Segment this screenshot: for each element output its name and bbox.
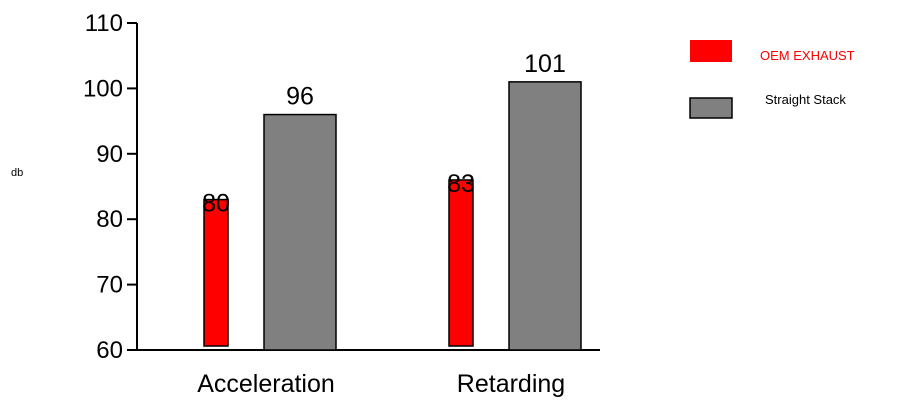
y-tick-label: 100 xyxy=(83,75,123,102)
data-label: 101 xyxy=(524,50,566,78)
legend-swatch xyxy=(690,40,732,62)
bar xyxy=(448,179,474,347)
legend: OEM EXHAUST Straight Stack xyxy=(689,40,855,119)
legend-label: OEM EXHAUST xyxy=(760,48,855,63)
bar xyxy=(508,81,582,351)
bar xyxy=(203,198,229,347)
legend-label: Straight Stack xyxy=(765,92,846,107)
data-label: 80 xyxy=(202,190,230,218)
legend-swatch xyxy=(689,97,733,119)
y-tick-label: 90 xyxy=(96,141,123,168)
y-tick-label: 80 xyxy=(96,206,123,233)
data-label: 96 xyxy=(286,83,314,111)
bars: 80 83 96 101 xyxy=(202,50,582,351)
bar xyxy=(263,113,337,351)
y-tick-label: 70 xyxy=(96,272,123,299)
y-tick-label: 60 xyxy=(96,337,123,364)
data-label: 83 xyxy=(447,170,475,198)
y-tick-label: 110 xyxy=(85,10,123,37)
axes: 60 70 80 90 100 110 db Acceleration Retarding xyxy=(11,10,600,398)
y-axis-title: db xyxy=(11,167,23,179)
x-category-label: Acceleration xyxy=(197,370,335,398)
x-category-label: Retarding xyxy=(457,370,565,398)
